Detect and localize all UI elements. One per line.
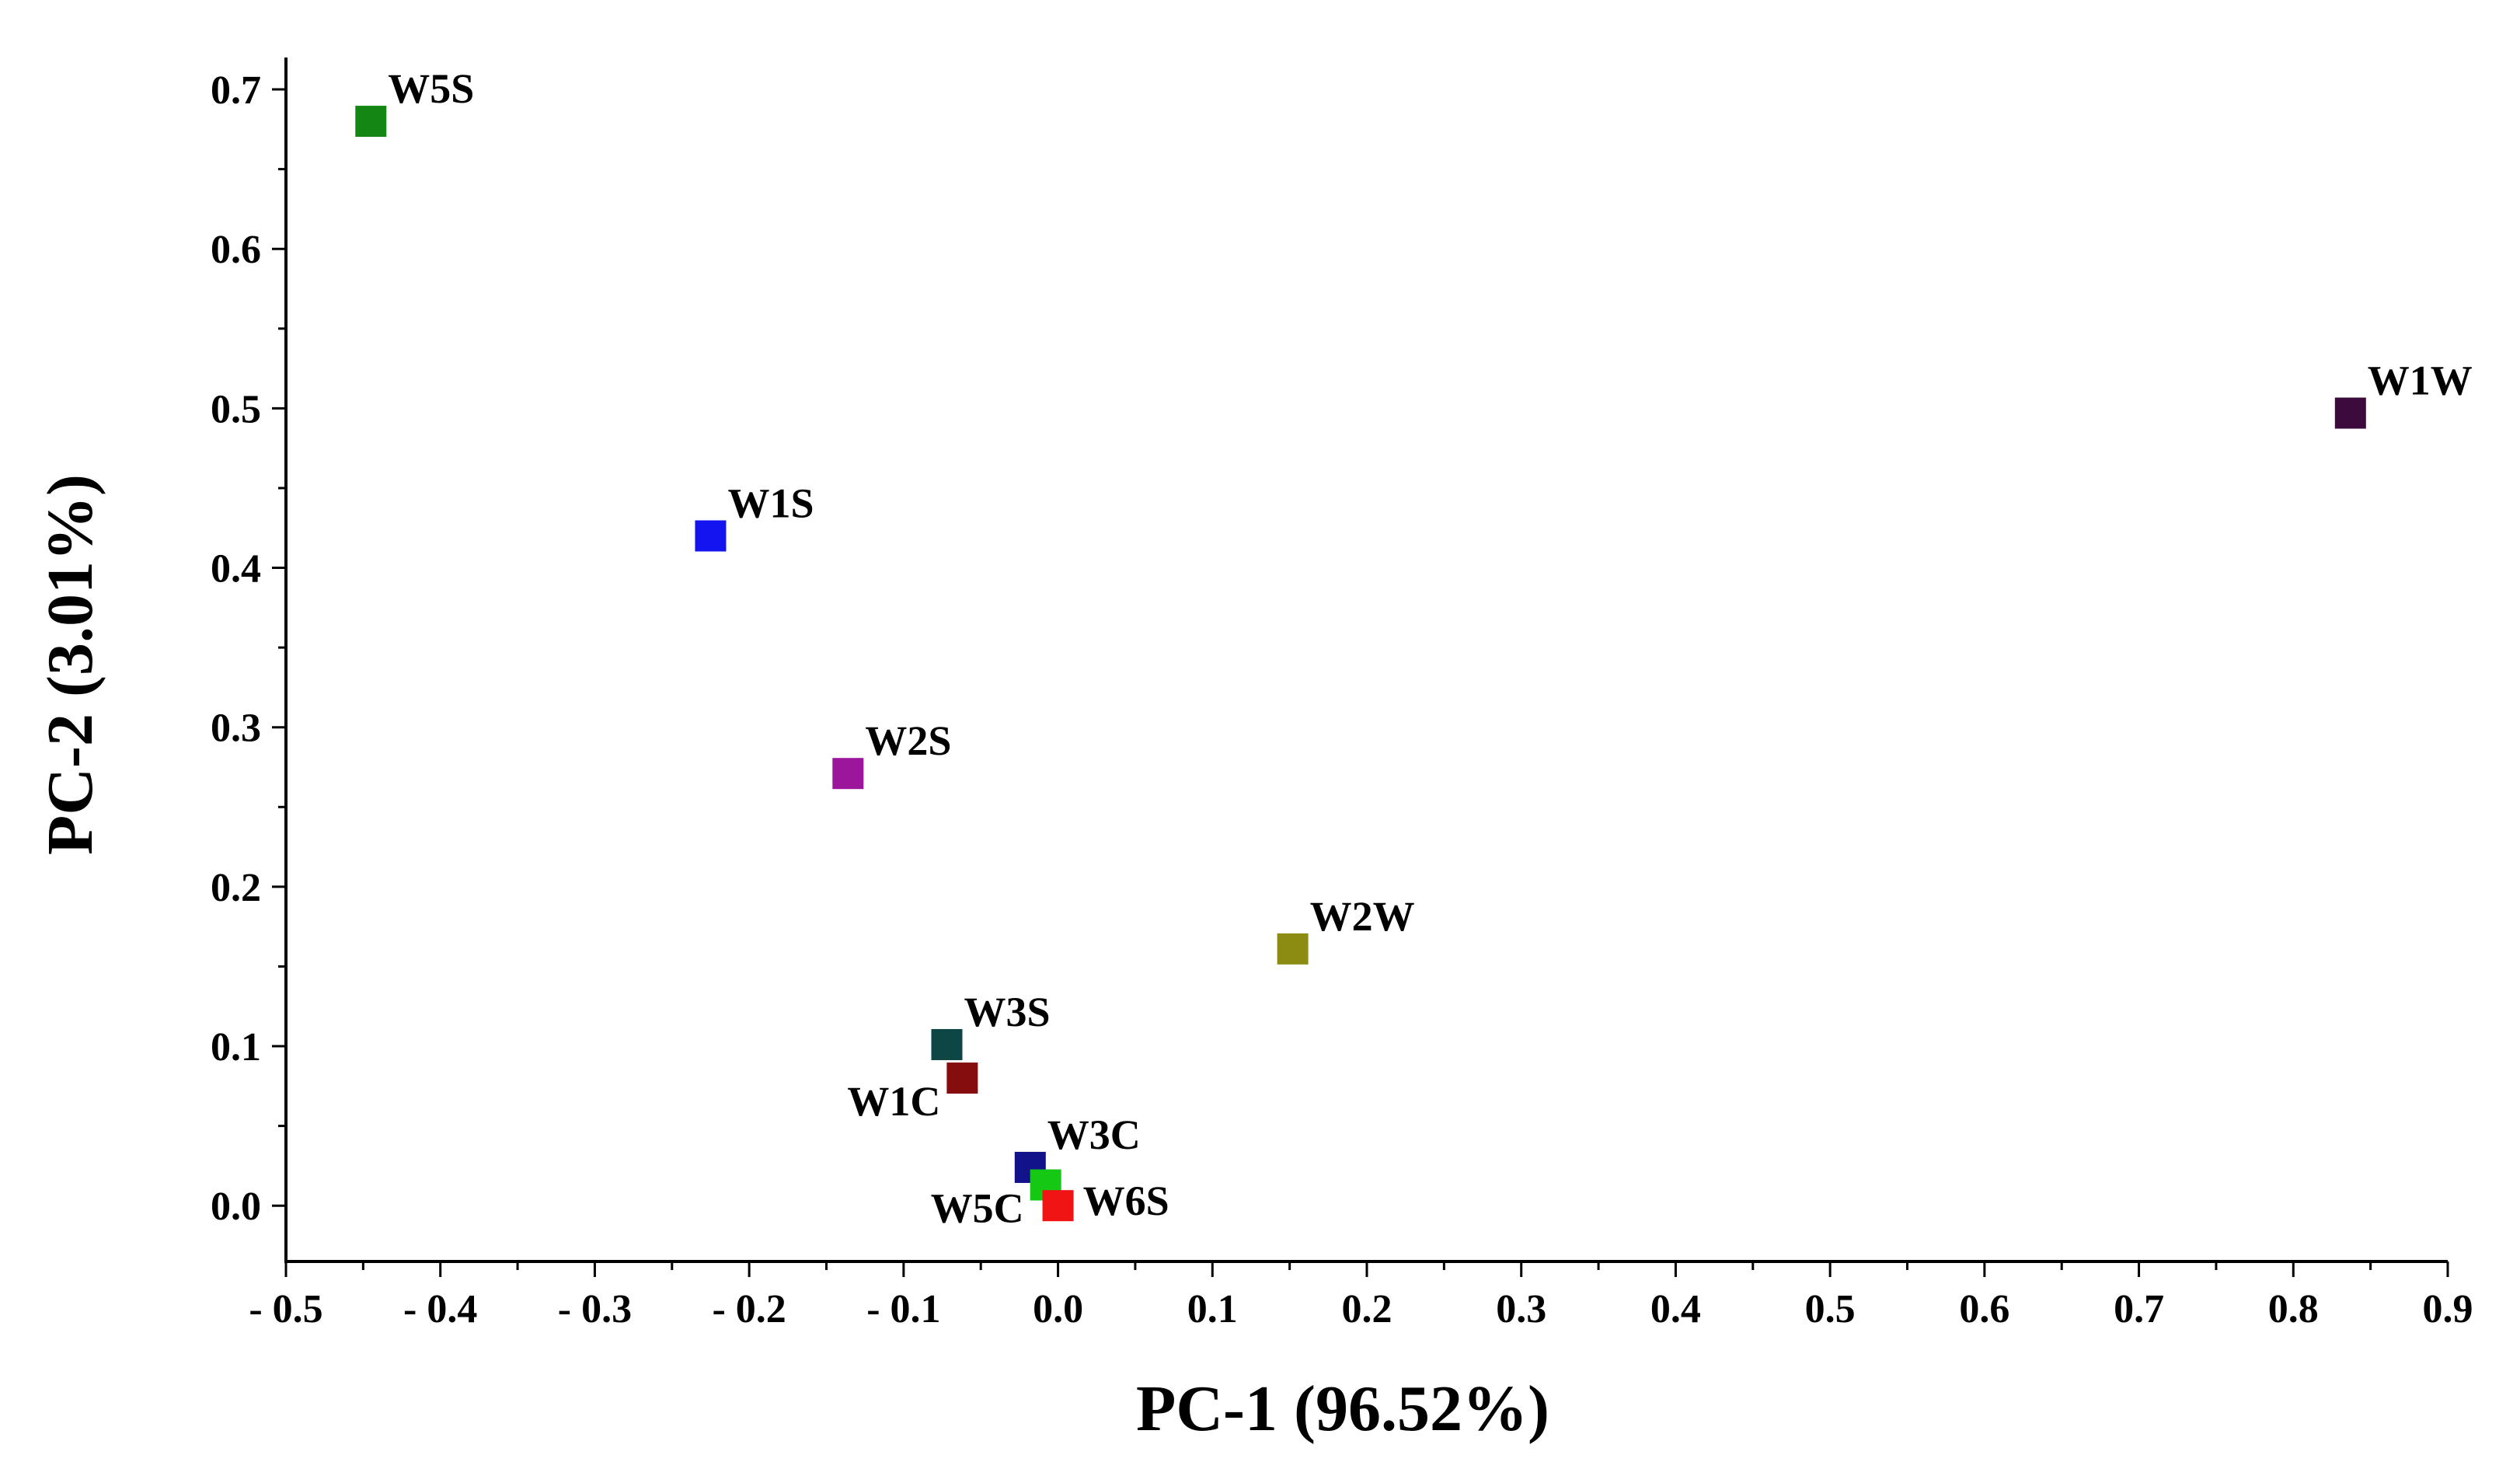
y-tick-label: 0.4	[211, 547, 261, 591]
y-axis-title: PC-2 (3.01%)	[34, 474, 106, 855]
x-axis-ticks: - 0.5 - 0.4 - 0.3 - 0.2 - 0.1 0.0 0.1 0.2 0.3 0.4…	[249, 1261, 2473, 1331]
x-tick-label: 0.2	[1342, 1287, 1392, 1331]
data-points: W5S W1W W1S W2S W2W W3S W1C W3C W5C W6S	[355, 65, 2473, 1232]
point-label-w2s: W2S	[865, 717, 951, 764]
x-tick-label: - 0.2	[712, 1287, 786, 1331]
point-label-w1s: W1S	[727, 480, 814, 526]
point-w2s	[832, 758, 864, 790]
x-tick-label: - 0.4	[403, 1287, 477, 1331]
point-label-w3s: W3S	[964, 989, 1050, 1035]
x-tick-label: 0.0	[1033, 1287, 1083, 1331]
point-label-w1w: W1W	[2368, 358, 2473, 404]
y-tick-label: 0.2	[211, 866, 261, 910]
point-w2w	[1277, 933, 1309, 965]
point-w1w	[2334, 397, 2366, 429]
y-tick-label: 0.0	[211, 1185, 261, 1229]
point-w6s	[1042, 1190, 1074, 1222]
y-tick-label: 0.6	[211, 228, 261, 272]
y-axis-ticks: 0.0 0.1 0.2 0.3 0.4 0.5 0.6 0.7	[211, 68, 286, 1229]
point-label-w1c: W1C	[847, 1078, 940, 1125]
x-tick-label: - 0.1	[866, 1287, 940, 1331]
x-tick-label: 0.5	[1805, 1287, 1856, 1331]
point-w1s	[695, 520, 727, 552]
x-tick-label: - 0.3	[558, 1287, 632, 1331]
point-label-w2w: W2W	[1310, 893, 1415, 940]
x-tick-label: 0.4	[1650, 1287, 1701, 1331]
point-label-w5c: W5C	[931, 1185, 1024, 1232]
x-tick-label: 0.3	[1496, 1287, 1546, 1331]
x-tick-label: - 0.5	[249, 1287, 322, 1331]
y-tick-label: 0.7	[211, 68, 261, 113]
point-label-w3c: W3C	[1047, 1111, 1141, 1158]
point-label-w6s: W6S	[1083, 1178, 1169, 1224]
y-tick-label: 0.3	[211, 707, 261, 751]
x-tick-label: 0.8	[2268, 1287, 2319, 1331]
point-label-w5s: W5S	[388, 65, 474, 112]
point-w3s	[931, 1028, 963, 1060]
x-tick-label: 0.6	[1959, 1287, 2009, 1331]
y-tick-label: 0.1	[211, 1025, 261, 1069]
y-tick-label: 0.5	[211, 387, 261, 431]
point-w5s	[355, 106, 387, 138]
x-axis-title: PC-1 (96.52%)	[1136, 1373, 1549, 1445]
point-w1c	[946, 1062, 978, 1094]
x-tick-label: 0.9	[2423, 1287, 2473, 1331]
x-tick-label: 0.7	[2114, 1287, 2164, 1331]
x-tick-label: 0.1	[1187, 1287, 1238, 1331]
